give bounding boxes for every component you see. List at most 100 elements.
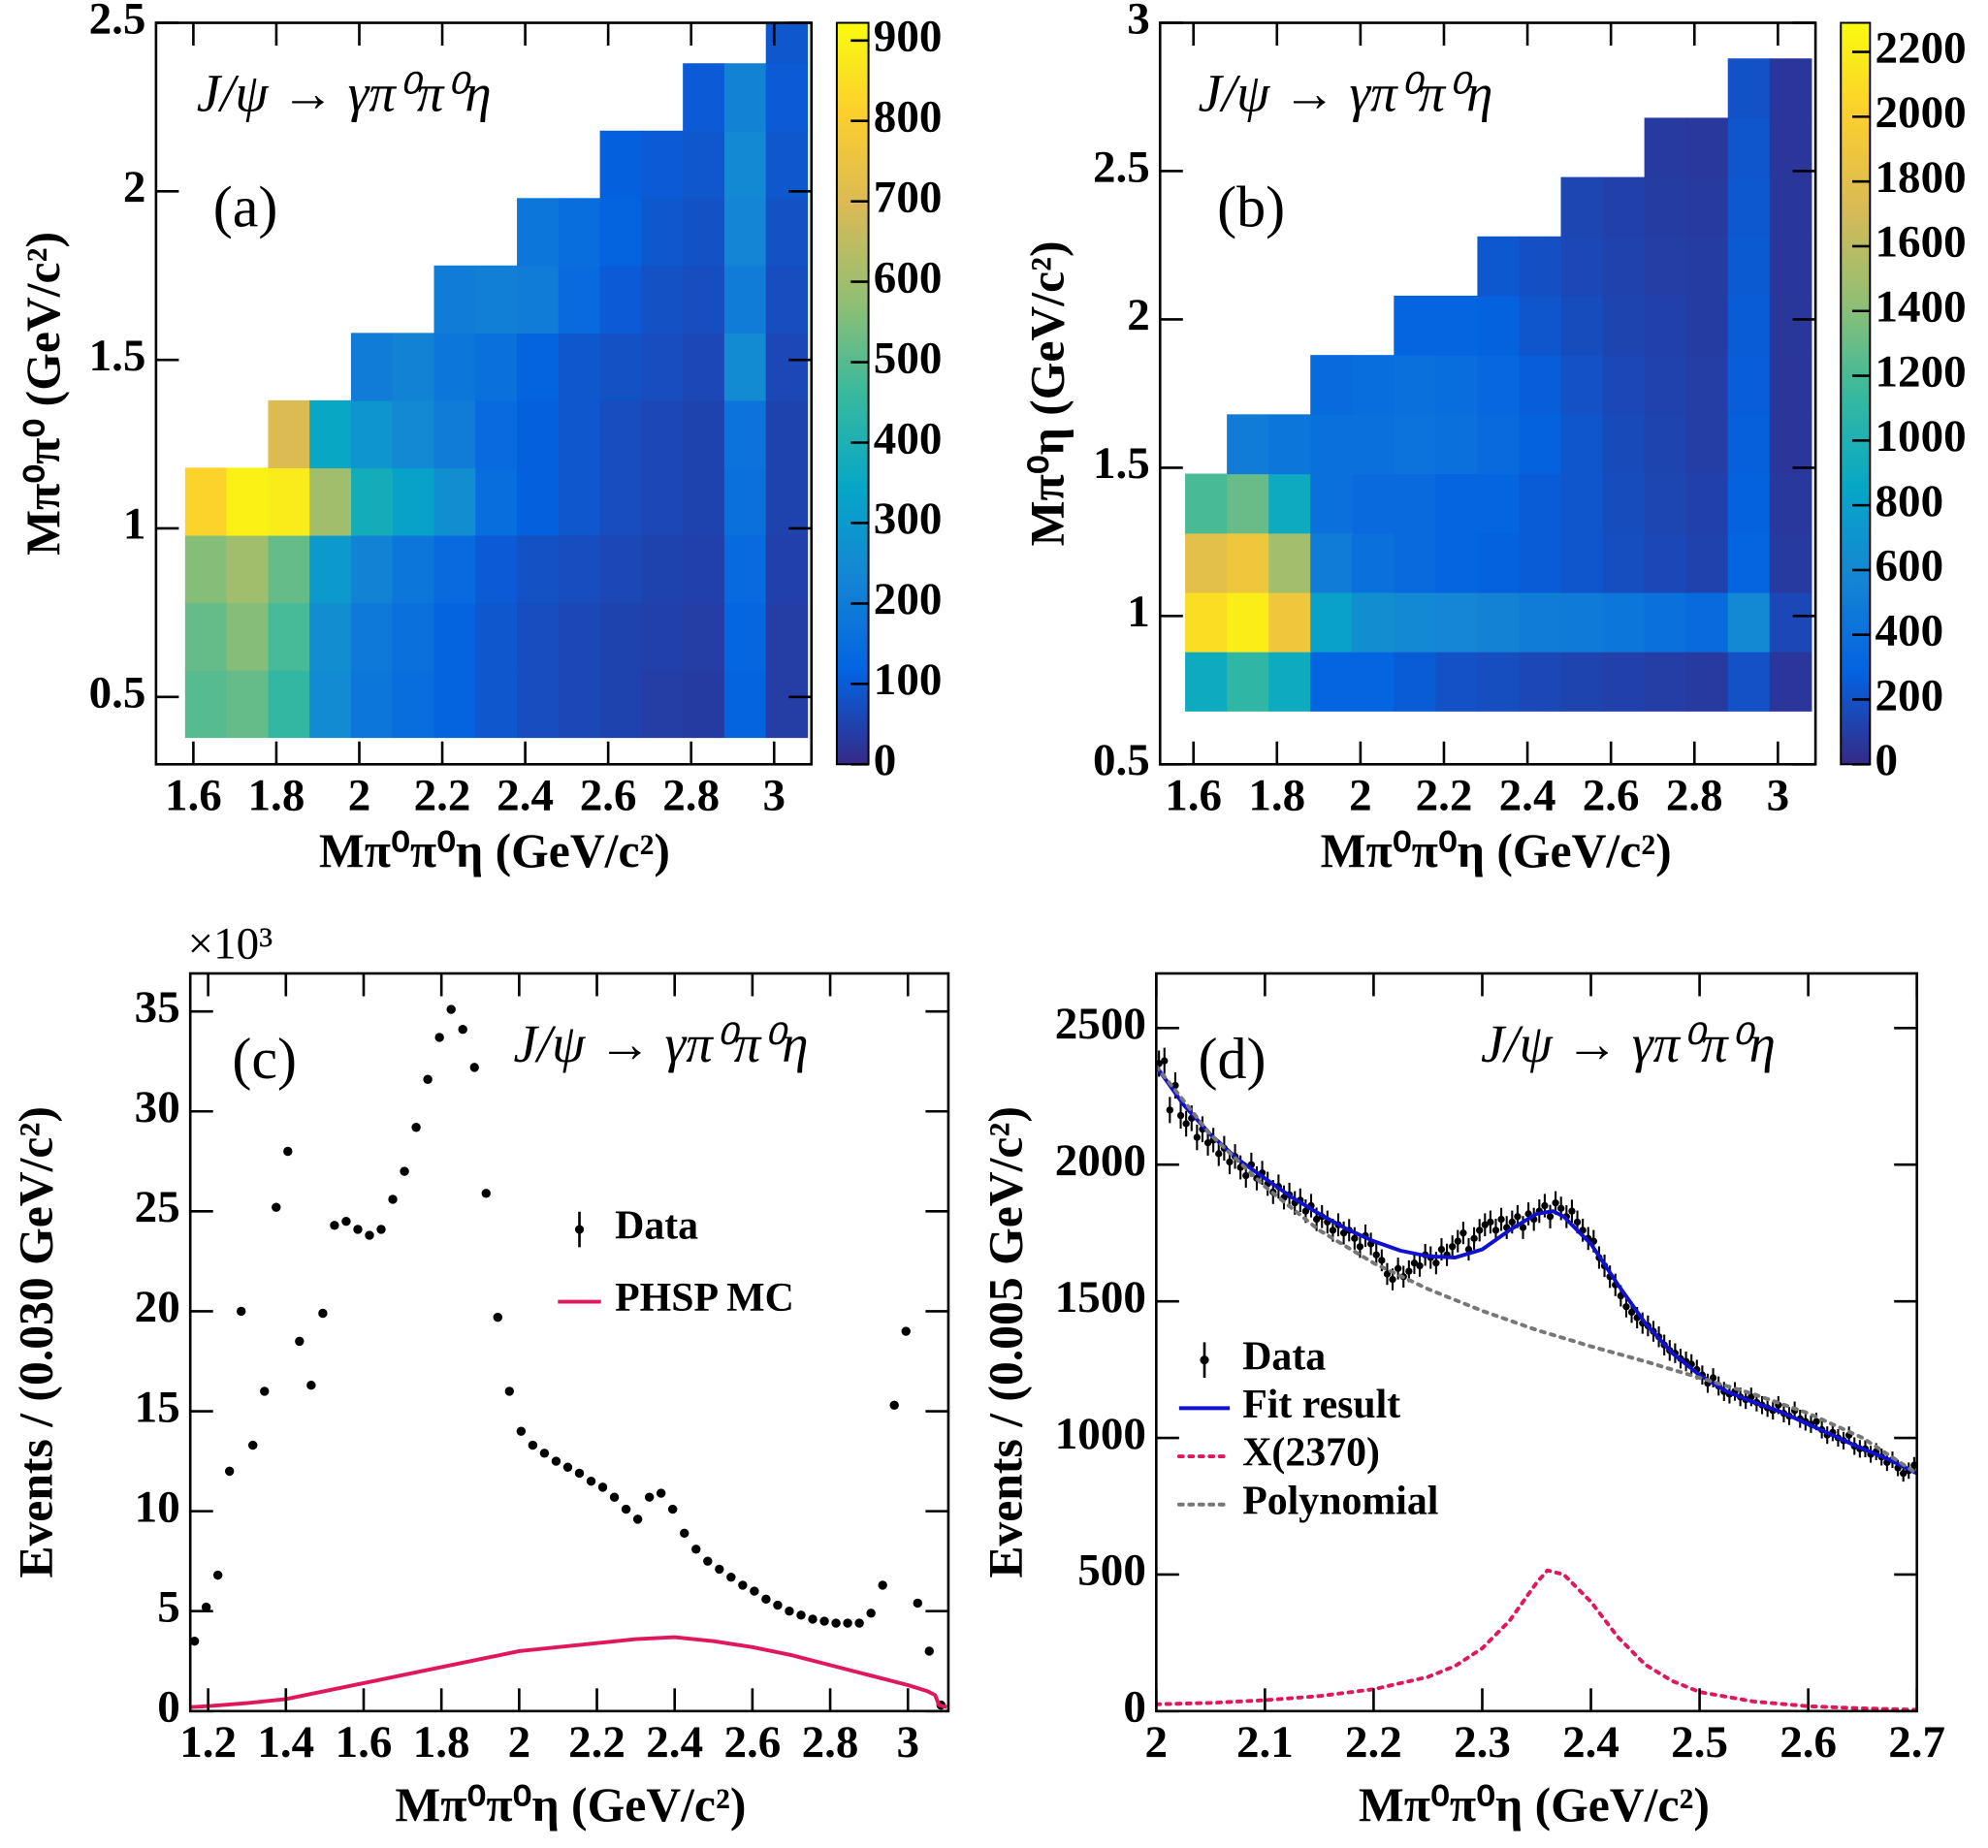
heatmap-cell — [723, 534, 767, 604]
heatmap-cell — [1477, 652, 1521, 712]
heatmap-cell — [1685, 414, 1729, 475]
data-point — [400, 1166, 409, 1176]
heatmap-cell — [1644, 295, 1687, 356]
y-axis-label: Events / (0.005 GeV/c²) — [978, 1106, 1032, 1578]
data-point — [295, 1336, 305, 1347]
data-point — [1378, 1257, 1386, 1264]
x-tick-label: 3 — [896, 1717, 919, 1768]
heatmap-cell — [309, 602, 352, 671]
heatmap-cell — [641, 265, 684, 334]
y-tick-label: 1.5 — [1093, 438, 1150, 489]
data-point — [843, 1618, 852, 1628]
heatmap-cell — [1685, 652, 1729, 712]
x-tick-label: 2.4 — [1562, 1717, 1619, 1768]
data-point — [260, 1386, 270, 1396]
plot-area — [190, 1004, 947, 1710]
data-point — [1176, 1111, 1185, 1120]
x-tick-label: 2.4 — [497, 771, 554, 821]
x-tick-label: 2.2 — [414, 771, 471, 821]
heatmap-cell — [1644, 532, 1687, 593]
legend-label: Polynomial — [1242, 1479, 1438, 1523]
heatmap-cell — [1477, 591, 1521, 653]
y-tick-label: 2 — [123, 162, 146, 212]
heatmap-cell — [1602, 652, 1646, 712]
axis-multiplier: ×10³ — [188, 919, 273, 970]
heatmap-cell — [226, 467, 270, 536]
y-tick-label: 15 — [135, 1382, 180, 1432]
plot-background — [1156, 972, 1917, 1711]
heatmap-cell — [1310, 414, 1353, 475]
heatmap-cell — [309, 399, 352, 469]
heatmap-cell — [599, 198, 643, 267]
heatmap-cell — [765, 669, 809, 739]
x-tick-label: 2 — [1145, 1717, 1169, 1768]
heatmap-cell — [1185, 532, 1228, 593]
y-axis-label: Mπ⁰η (GeV/c²) — [1021, 240, 1074, 546]
annotation: J/ψ → γπ⁰π⁰η — [1481, 1014, 1776, 1073]
heatmap-cell — [765, 467, 809, 536]
data-point — [761, 1594, 771, 1605]
heatmap-cell — [1519, 532, 1562, 593]
heatmap-cell — [1769, 236, 1812, 297]
heatmap-cell — [1727, 58, 1771, 119]
heatmap-cell — [433, 265, 476, 334]
heatmap-cell — [1602, 236, 1646, 297]
data-point — [1166, 1106, 1173, 1114]
y-tick-label: 0 — [1123, 1682, 1146, 1733]
data-point — [854, 1618, 864, 1628]
data-point — [504, 1386, 515, 1396]
heatmap-cell — [1644, 473, 1687, 534]
y-tick-label: 2500 — [1055, 999, 1146, 1049]
heatmap-cell — [350, 333, 394, 401]
y-tick-label: 1000 — [1055, 1409, 1146, 1459]
colorbar-tick-label: 800 — [874, 92, 943, 143]
heatmap-cell — [641, 669, 684, 739]
x-tick-label: 2.8 — [1666, 771, 1723, 821]
data-point — [1372, 1251, 1380, 1259]
x-tick-label: 3 — [1767, 771, 1790, 821]
x-axis-label: Mπ⁰π⁰η (GeV/c²) — [395, 1778, 746, 1832]
data-point — [1470, 1234, 1478, 1242]
y-tick-label: 3 — [1127, 0, 1150, 44]
heatmap-cell — [1519, 473, 1562, 534]
data-point — [528, 1440, 538, 1450]
data-point — [831, 1618, 841, 1628]
colorbar-tick-label: 900 — [874, 12, 943, 62]
annotation: (a) — [213, 175, 278, 239]
data-point — [1432, 1259, 1440, 1267]
data-point — [1215, 1150, 1223, 1158]
heatmap-cell — [765, 265, 809, 334]
heatmap-cell — [1519, 295, 1562, 356]
data-point — [644, 1492, 655, 1502]
heatmap-cell — [1727, 652, 1771, 712]
heatmap-cell — [268, 399, 310, 469]
heatmap-cell — [517, 399, 560, 469]
data-point — [597, 1482, 608, 1492]
x-tick-label: 2.6 — [1780, 1717, 1837, 1768]
heatmap-cell — [1727, 236, 1771, 297]
data-point — [201, 1602, 211, 1612]
data-point — [1351, 1234, 1359, 1242]
heatmap-cell — [1310, 652, 1353, 712]
heatmap-cell — [1310, 591, 1353, 653]
x-tick-label: 2.1 — [1236, 1717, 1294, 1768]
x-tick-label: 1.2 — [179, 1717, 237, 1768]
heatmap-cell — [1727, 532, 1771, 593]
heatmap-cell — [683, 333, 725, 401]
heatmap-cell — [268, 602, 310, 671]
y-axis-label: Events / (0.030 GeV/c²) — [9, 1106, 62, 1578]
data-point — [1329, 1227, 1337, 1234]
data-point — [889, 1400, 899, 1411]
heatmap-cell — [723, 602, 767, 671]
data-point — [1226, 1158, 1234, 1166]
data-point — [691, 1545, 701, 1554]
heatmap-cell — [350, 602, 394, 671]
heatmap-cell — [350, 467, 394, 536]
data-point — [458, 1025, 467, 1035]
colorbar — [836, 22, 869, 765]
heatmap-cell — [1644, 355, 1687, 415]
colorbar-tick-label: 1400 — [1876, 282, 1967, 333]
x-tick-label: 1.8 — [1248, 771, 1305, 821]
